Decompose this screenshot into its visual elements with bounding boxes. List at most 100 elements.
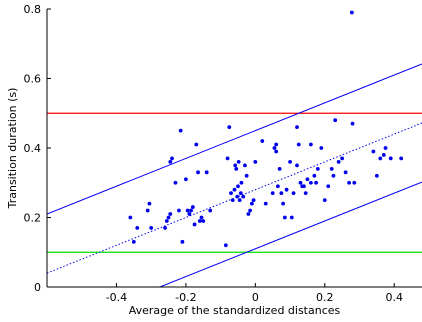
data-point: [303, 191, 308, 196]
data-point: [279, 191, 284, 196]
data-point: [333, 118, 338, 123]
data-point: [180, 239, 185, 244]
data-point: [274, 142, 279, 147]
y-tick-label: 0: [34, 281, 41, 294]
data-point: [131, 239, 136, 244]
data-point: [308, 180, 313, 185]
data-point: [189, 208, 193, 213]
data-point: [183, 177, 188, 182]
data-point: [276, 184, 280, 189]
data-point: [352, 180, 357, 185]
y-axis-label: Transition duration (s): [6, 88, 19, 210]
data-point: [236, 160, 241, 164]
data-point: [291, 191, 296, 196]
fit-line: [47, 122, 422, 274]
data-point: [163, 226, 167, 230]
data-point: [374, 173, 379, 178]
data-point: [253, 160, 258, 164]
data-point: [314, 180, 318, 185]
data-point: [251, 198, 256, 203]
data-point: [227, 125, 232, 130]
data-point: [164, 219, 169, 223]
data-point: [336, 160, 341, 164]
data-point: [270, 191, 275, 196]
data-point: [371, 149, 376, 154]
data-point: [197, 219, 202, 223]
data-point: [277, 166, 282, 171]
data-point: [331, 173, 336, 178]
data-point: [192, 222, 197, 227]
data-point: [282, 215, 287, 220]
data-point: [147, 201, 152, 206]
data-point: [295, 163, 299, 168]
data-point: [135, 226, 140, 230]
data-point: [322, 198, 327, 203]
data-point: [149, 226, 154, 230]
bound-line-upper: [47, 63, 422, 215]
data-point: [329, 166, 334, 171]
data-point: [238, 191, 243, 196]
data-point: [196, 170, 200, 175]
data-point: [340, 156, 345, 161]
data-point: [272, 146, 277, 150]
data-point: [381, 153, 386, 157]
axes: -0.4 -0.2 0 0.2 0.4 0 0.2 0.4 0.6 0.8: [24, 3, 422, 304]
data-point: [190, 205, 195, 209]
data-point: [194, 142, 199, 147]
data-point: [208, 208, 213, 213]
data-point: [233, 163, 238, 168]
data-point: [187, 212, 192, 216]
data-point: [173, 180, 178, 185]
y-tick-label: 0.6: [24, 73, 42, 86]
data-point: [298, 180, 303, 185]
data-point: [243, 163, 247, 168]
data-point: [230, 198, 235, 203]
data-point: [235, 194, 240, 199]
data-point: [232, 187, 237, 192]
data-point: [168, 212, 173, 216]
data-point: [170, 156, 174, 161]
data-point: [378, 156, 383, 161]
data-point: [166, 215, 171, 220]
data-point: [241, 194, 246, 199]
data-point: [349, 10, 354, 15]
data-point: [296, 142, 301, 147]
bound-line-lower: [158, 181, 422, 287]
data-point: [223, 243, 228, 248]
x-tick-label: 0.2: [316, 291, 334, 304]
data-point: [168, 160, 173, 164]
data-point: [312, 173, 317, 178]
data-point: [281, 201, 286, 206]
data-point: [204, 170, 209, 175]
y-tick-label: 0.8: [24, 3, 42, 16]
y-tick-label: 0.2: [24, 212, 42, 225]
data-point: [284, 187, 289, 192]
data-point: [274, 149, 279, 154]
data-point: [326, 184, 331, 189]
data-point: [288, 160, 292, 164]
y-tick-label: 0.4: [24, 142, 42, 155]
data-point: [185, 208, 190, 213]
data-point: [343, 170, 348, 175]
x-tick-label: 0: [252, 291, 259, 304]
data-point: [229, 191, 233, 196]
data-point: [295, 125, 299, 130]
data-point: [308, 142, 313, 147]
x-tick-label: -0.2: [175, 291, 196, 304]
data-point: [248, 208, 253, 213]
data-point: [263, 201, 268, 206]
data-point: [289, 215, 294, 220]
data-point: [177, 208, 181, 213]
data-point: [199, 215, 204, 220]
data-point: [178, 128, 183, 133]
x-tick-label: -0.4: [106, 291, 127, 304]
data-point: [388, 156, 393, 161]
data-point: [239, 180, 244, 185]
data-point: [236, 184, 240, 189]
data-point: [350, 121, 355, 126]
data-point: [383, 146, 388, 150]
data-point: [201, 219, 206, 223]
data-point: [347, 180, 351, 185]
plot-area: [47, 10, 422, 287]
